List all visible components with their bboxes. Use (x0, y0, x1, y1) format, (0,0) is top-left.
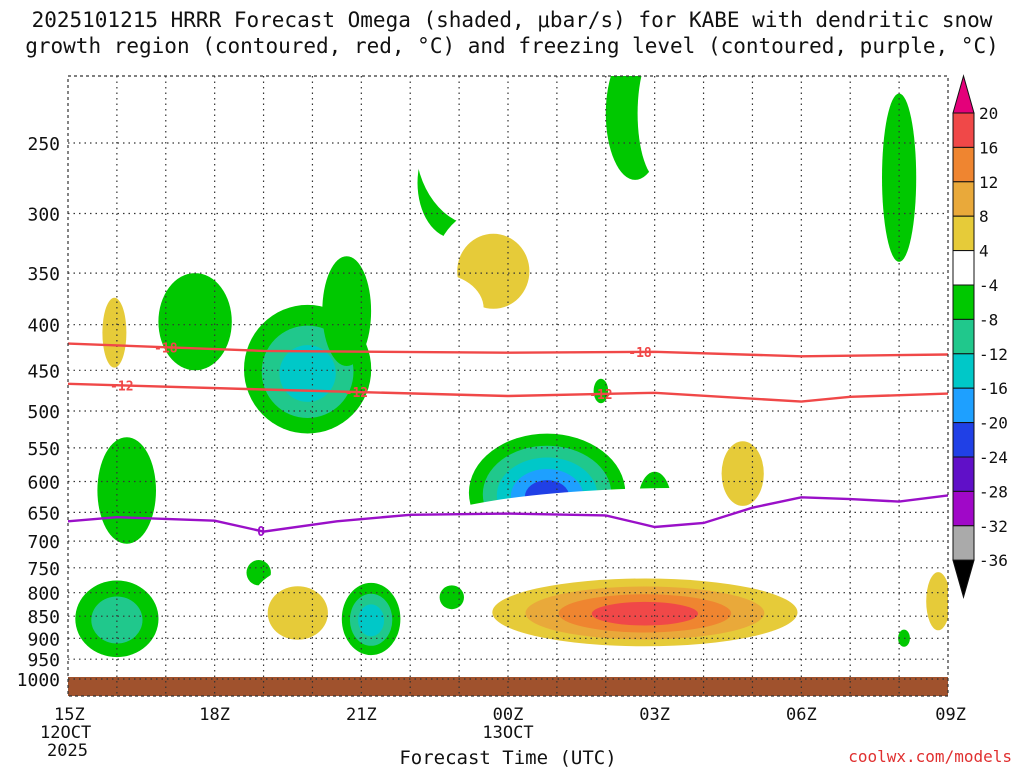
omega-region-22-level-4 (410, 487, 948, 578)
x-tick-sublabel-00Z: 13OCT (482, 723, 533, 743)
omega-region-4-level--4 (158, 273, 232, 371)
colorbar-label--8: -8 (979, 310, 998, 329)
omega-region-24-level-8 (721, 441, 764, 506)
x-tick-year-15Z: 2025 (47, 741, 88, 761)
omega-region-0-level--8 (91, 596, 143, 644)
contour-label-0-0: -18 (154, 341, 178, 356)
colorbar-swatch-12 (952, 181, 975, 217)
x-tick-sublabel-15Z: 12OCT (40, 723, 91, 743)
colorbar-label--32: -32 (979, 517, 1008, 536)
colorbar-label--16: -16 (979, 379, 1008, 398)
y-tick-label-700: 700 (27, 532, 60, 553)
omega-region-29-level-8 (926, 572, 948, 631)
omega-region-6-level--4 (322, 256, 372, 366)
colorbar-label--24: -24 (979, 448, 1008, 467)
x-tick-label-06Z: 06Z (786, 705, 817, 725)
x-tick-label-15Z: 15Z (54, 705, 85, 725)
y-tick-label-600: 600 (27, 473, 60, 494)
x-tick-label-18Z: 18Z (199, 705, 230, 725)
colorbar-swatch-4 (952, 250, 975, 286)
omega-region-5-level--12 (279, 345, 336, 402)
colorbar-swatch--32 (952, 525, 975, 561)
contour-label-1-1: -12 (345, 386, 368, 401)
x-axis-title: Forecast Time (UTC) (399, 747, 616, 768)
omega-region-1-level--4 (97, 437, 156, 544)
y-tick-label-950: 950 (27, 650, 60, 671)
y-tick-label-300: 300 (27, 205, 60, 226)
colorbar-swatch--12 (952, 353, 975, 389)
y-tick-label-800: 800 (27, 584, 60, 605)
omega-region-7-level--4 (246, 560, 271, 586)
omega-region-8-level-8 (267, 586, 328, 640)
colorbar: 20 16 12 8 4 -4 -8 -12 -16 -20 -24 -28 -32 -36 (952, 74, 1008, 600)
y-tick-label-750: 750 (27, 559, 60, 580)
colorbar-swatch-20 (952, 112, 975, 148)
contour-label-2-0: 0 (257, 525, 265, 540)
omega-region-3-level-8 (102, 297, 127, 368)
contour-line-2 (68, 494, 948, 533)
colorbar-swatch--28 (952, 490, 975, 527)
chart-title-line-2: growth region (contoured, red, °C) and f… (25, 34, 999, 58)
colorbar-swatch--20 (952, 422, 975, 458)
x-tick-label-03Z: 03Z (639, 705, 670, 725)
colorbar-swatch--8 (952, 318, 975, 355)
y-tick-label-350: 350 (27, 264, 60, 285)
y-tick-label-550: 550 (27, 439, 60, 460)
x-tick-label-21Z: 21Z (346, 705, 377, 725)
colorbar-label-20: 20 (979, 104, 998, 123)
y-tick-label-650: 650 (27, 503, 60, 524)
omega-region-26-level--4 (882, 93, 917, 262)
colorbar-swatch-8 (952, 215, 975, 252)
x-tick-label-00Z: 00Z (493, 705, 524, 725)
omega-region-13-level-4 (415, 76, 543, 227)
colorbar-label--20: -20 (979, 414, 1008, 433)
y-tick-label-1000: 1000 (17, 670, 60, 691)
axes: 2503003504004505005506006507007508008509… (17, 75, 966, 761)
omega-region-2-level--4 (109, 485, 115, 490)
contour-label-0-1: -18 (628, 346, 652, 361)
watermark: coolwx.com/models (848, 747, 1012, 766)
y-tick-label-400: 400 (27, 316, 60, 337)
colorbar-label--28: -28 (979, 482, 1008, 501)
omega-shading (75, 76, 948, 658)
y-tick-label-500: 500 (27, 402, 60, 423)
colorbar-label--4: -4 (979, 276, 998, 295)
contour-line-0 (68, 342, 948, 358)
x-tick-label-09Z: 09Z (935, 705, 966, 725)
omega-region-9-level-4 (329, 458, 364, 527)
y-tick-label-250: 250 (27, 134, 60, 155)
colorbar-label-4: 4 (979, 242, 989, 261)
omega-region-20-level-4 (625, 418, 665, 475)
colorbar-label-12: 12 (979, 173, 998, 192)
y-tick-label-850: 850 (27, 607, 60, 628)
contour-label-1-2: -12 (589, 388, 612, 403)
colorbar-bottom-arrow (952, 559, 975, 600)
omega-region-15-level-4 (385, 273, 484, 344)
omega-region-10-level--12 (358, 604, 385, 637)
contour-line-1 (68, 382, 948, 403)
colorbar-swatch-16 (952, 146, 975, 183)
omega-region-11-level--4 (439, 585, 464, 610)
colorbar-label--12: -12 (979, 345, 1008, 364)
omega-region-17-level--4 (593, 378, 609, 404)
plot-frame (67, 75, 949, 697)
contour-lines: -18 -18 -12 -12 -12 0 (68, 341, 948, 540)
y-tick-label-900: 900 (27, 629, 60, 650)
contour-label-1-0: -12 (110, 379, 133, 394)
colorbar-label-8: 8 (979, 207, 989, 226)
colorbar-label-16: 16 (979, 138, 998, 157)
colorbar-swatch--24 (952, 456, 975, 492)
omega-region-23-level-20 (591, 601, 699, 626)
y-tick-label-450: 450 (27, 361, 60, 382)
chart-title-line-1: 2025101215 HRRR Forecast Omega (shaded, … (31, 8, 993, 32)
omega-region-19-level-4 (637, 76, 682, 180)
colorbar-top-arrow (952, 74, 975, 114)
colorbar-swatch--4 (952, 284, 975, 320)
colorbar-label--36: -36 (979, 551, 1008, 570)
colorbar-swatch--16 (952, 387, 975, 424)
omega-region-25-level-4 (779, 339, 804, 400)
